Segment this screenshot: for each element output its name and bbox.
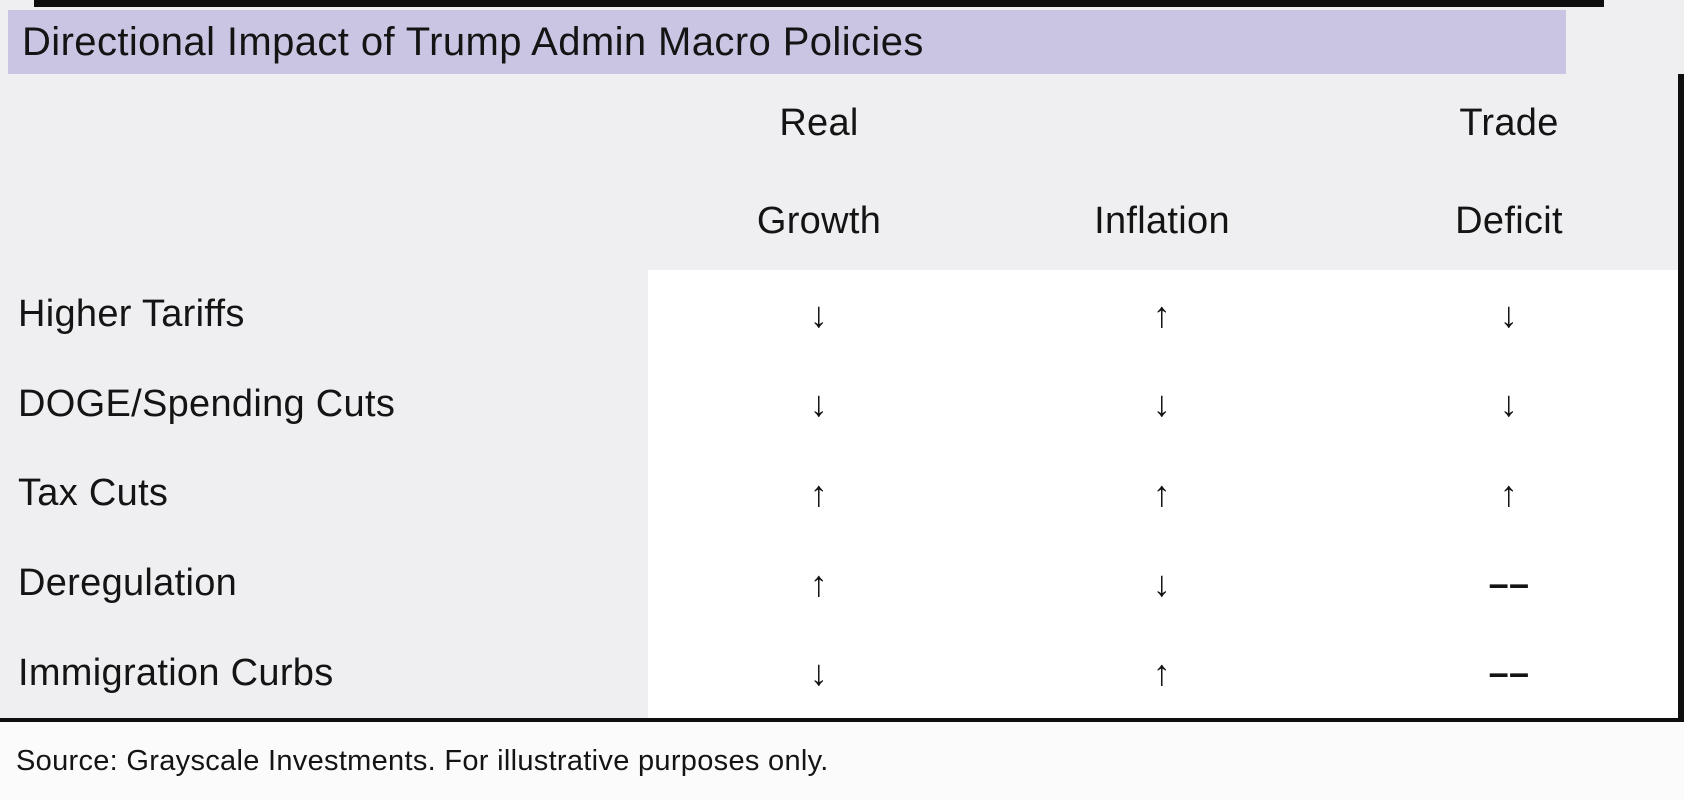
col-header-growth: Growth bbox=[756, 199, 882, 242]
impact-cell: ↓ bbox=[648, 628, 990, 718]
row-label-higher-tariffs: Higher Tariffs bbox=[18, 293, 245, 336]
impact-cell: ↑ bbox=[1334, 449, 1684, 539]
impact-cell: ↑ bbox=[648, 538, 990, 629]
title-band: Directional Impact of Trump Admin Macro … bbox=[8, 10, 1566, 74]
table-title: Directional Impact of Trump Admin Macro … bbox=[22, 19, 924, 64]
bottom-border-line bbox=[0, 718, 1684, 722]
impact-cell: ↓ bbox=[1334, 270, 1684, 360]
impact-cell: ↑ bbox=[648, 449, 990, 539]
impact-cell: ↓ bbox=[648, 359, 990, 450]
row-label-tax-cuts: Tax Cuts bbox=[18, 472, 169, 515]
source-row: Source: Grayscale Investments. For illus… bbox=[0, 722, 1684, 800]
source-note: Source: Grayscale Investments. For illus… bbox=[16, 744, 829, 777]
row-label-doge-spending-cuts: DOGE/Spending Cuts bbox=[18, 382, 396, 425]
right-border-line bbox=[1678, 74, 1684, 720]
policy-impact-grid: Real Trade Growth Inflation Deficit High… bbox=[0, 74, 1684, 718]
impact-cell: ↓ bbox=[1334, 359, 1684, 450]
top-border-line bbox=[34, 0, 1604, 7]
row-label-immigration-curbs: Immigration Curbs bbox=[18, 651, 334, 694]
col-header-trade: Trade bbox=[1459, 101, 1559, 144]
col-header-inflation-top bbox=[990, 74, 1334, 172]
row-label-deregulation: Deregulation bbox=[18, 562, 238, 605]
col-header-inflation: Inflation bbox=[1094, 199, 1230, 242]
impact-cell: –– bbox=[1334, 538, 1684, 629]
header-spacer bbox=[0, 74, 648, 172]
impact-cell: ↓ bbox=[990, 359, 1334, 450]
impact-cell: ↑ bbox=[990, 449, 1334, 539]
impact-cell: –– bbox=[1334, 628, 1684, 718]
col-header-real: Real bbox=[779, 101, 859, 144]
impact-cell: ↑ bbox=[990, 270, 1334, 360]
col-header-deficit: Deficit bbox=[1455, 199, 1563, 242]
impact-cell: ↓ bbox=[648, 270, 990, 360]
impact-cell: ↓ bbox=[990, 538, 1334, 629]
header-spacer bbox=[0, 172, 648, 270]
impact-cell: ↑ bbox=[990, 628, 1334, 718]
